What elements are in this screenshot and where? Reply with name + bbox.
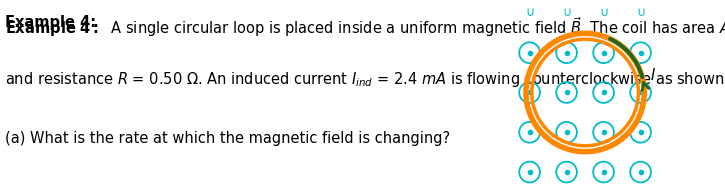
Text: and resistance $R$ = 0.50 Ω. An induced current $I_{ind}$ = 2.4 $mA$ is flowing : and resistance $R$ = 0.50 Ω. An induced … <box>5 70 725 89</box>
Text: ∪: ∪ <box>599 6 608 19</box>
Text: ∪: ∪ <box>525 6 534 19</box>
Text: $I$: $I$ <box>650 67 656 83</box>
Text: ∪: ∪ <box>562 6 571 19</box>
Text: $\bf{Example\ 4:}$  A single circular loop is placed inside a uniform magnetic f: $\bf{Example\ 4:}$ A single circular loo… <box>5 15 725 39</box>
Text: (a) What is the rate at which the magnetic field is changing?: (a) What is the rate at which the magnet… <box>5 131 450 146</box>
Text: ∪: ∪ <box>636 6 645 19</box>
Text: Example 4:: Example 4: <box>5 15 96 30</box>
